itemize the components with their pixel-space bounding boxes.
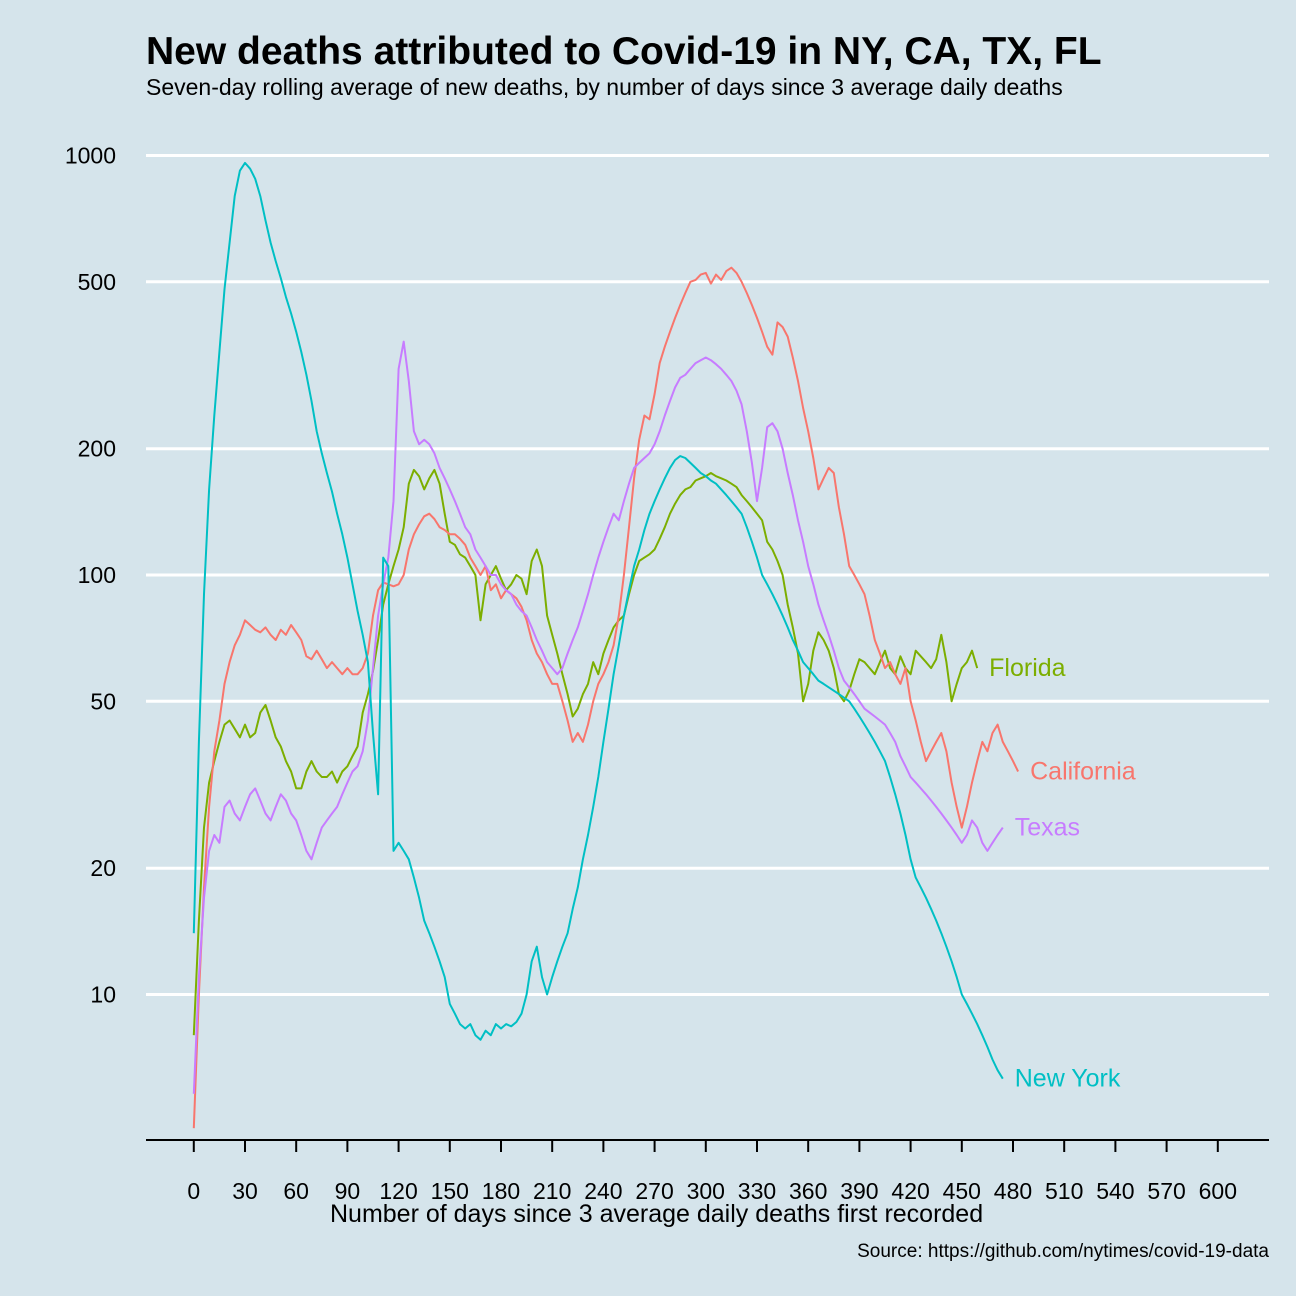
- chart-source-caption: Source: https://github.com/nytimes/covid…: [857, 1241, 1269, 1262]
- x-tick-label-300: 300: [687, 1178, 725, 1204]
- series-line-florida: [192, 468, 979, 1036]
- x-tick-label-60: 60: [283, 1178, 309, 1204]
- series-line-new-york: [192, 161, 1004, 1080]
- series-line-california: [192, 266, 1019, 1129]
- chart-subtitle: Seven-day rolling average of new deaths,…: [146, 74, 1063, 100]
- x-tick-label-0: 0: [187, 1178, 200, 1204]
- series-labels: Florida California Texas New York: [989, 654, 1136, 1093]
- x-tick-label-150: 150: [431, 1178, 469, 1204]
- chart-title: New deaths attributed to Covid-19 in NY,…: [146, 30, 1102, 73]
- y-tick-labels: 10 20 50 100 200 500 1000: [65, 142, 116, 1007]
- series-label-texas: Texas: [1015, 814, 1080, 842]
- x-tick-label-600: 600: [1199, 1178, 1237, 1204]
- x-tick-label-390: 390: [840, 1178, 878, 1204]
- x-tick-label-480: 480: [994, 1178, 1032, 1204]
- series-label-new-york: New York: [1015, 1065, 1121, 1093]
- series-line-texas: [192, 340, 1004, 1094]
- x-tick-label-540: 540: [1096, 1178, 1134, 1204]
- y-tick-label-100: 100: [78, 562, 116, 588]
- x-tick-label-90: 90: [335, 1178, 361, 1204]
- x-tick-label-210: 210: [533, 1178, 571, 1204]
- x-tick-label-120: 120: [379, 1178, 417, 1204]
- x-tick-label-330: 330: [738, 1178, 776, 1204]
- x-axis-title: Number of days since 3 average daily dea…: [330, 1200, 984, 1228]
- x-tick-label-420: 420: [891, 1178, 929, 1204]
- x-tick-label-570: 570: [1147, 1178, 1185, 1204]
- series-label-california: California: [1030, 758, 1136, 786]
- y-tick-label-20: 20: [90, 855, 116, 881]
- y-tick-label-50: 50: [90, 688, 116, 714]
- x-tick-label-510: 510: [1045, 1178, 1083, 1204]
- y-tick-label-1000: 1000: [65, 142, 116, 168]
- x-tick-label-180: 180: [482, 1178, 520, 1204]
- x-tick-label-270: 270: [635, 1178, 673, 1204]
- x-tick-label-450: 450: [943, 1178, 981, 1204]
- y-tick-label-10: 10: [90, 982, 116, 1008]
- y-tick-label-200: 200: [78, 436, 116, 462]
- grid-lines: [146, 153, 1269, 997]
- series-label-florida: Florida: [989, 654, 1066, 682]
- x-tick-label-30: 30: [232, 1178, 258, 1204]
- x-axis: 0 30 60 90 120 150 180 210 240 270 300 330 360 390 420…: [146, 1139, 1269, 1204]
- x-tick-label-360: 360: [789, 1178, 827, 1204]
- y-tick-label-500: 500: [78, 269, 116, 295]
- x-tick-label-240: 240: [584, 1178, 622, 1204]
- series-lines: [192, 161, 1019, 1129]
